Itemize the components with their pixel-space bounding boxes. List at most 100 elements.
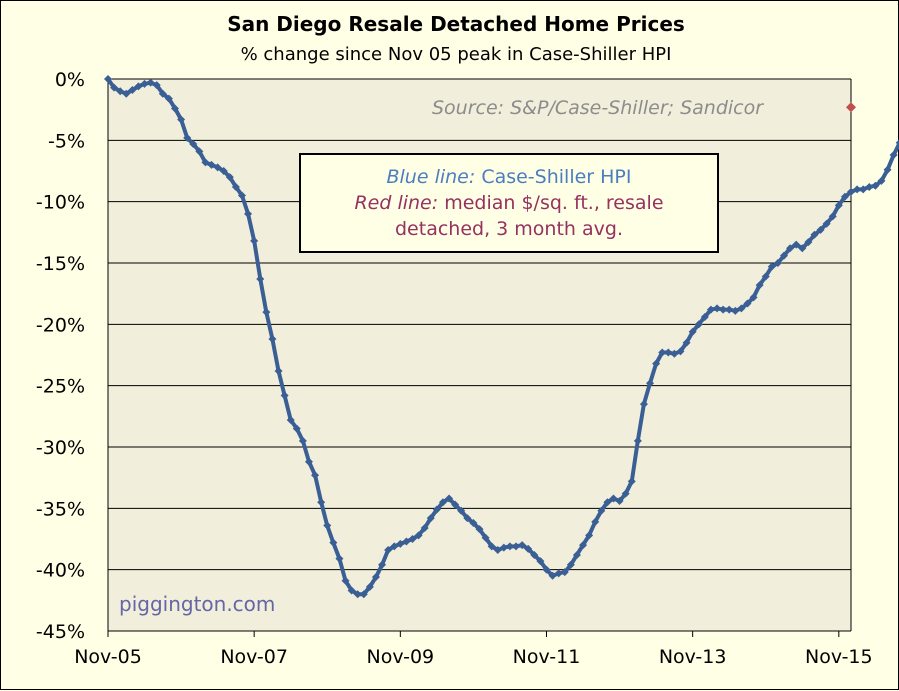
legend-red-text-2: detached, 3 month avg. bbox=[395, 218, 623, 240]
data-point-case-shiller bbox=[414, 531, 423, 540]
watermark: piggington.com bbox=[119, 592, 275, 616]
legend-red-text: median $/sq. ft., resale bbox=[444, 192, 664, 214]
data-point-case-shiller bbox=[432, 505, 441, 514]
data-point-case-shiller bbox=[451, 500, 460, 509]
data-point-case-shiller bbox=[493, 546, 502, 555]
data-point-case-shiller bbox=[219, 167, 228, 175]
legend-blue-text: Case-Shiller HPI bbox=[481, 166, 632, 188]
x-tick-label: Nov-07 bbox=[220, 646, 288, 668]
data-point-case-shiller bbox=[694, 320, 703, 329]
data-point-case-shiller bbox=[408, 535, 417, 543]
data-point-case-shiller bbox=[865, 182, 874, 191]
x-axis-ticks: Nov-05 Nov-07 Nov-09 Nov-11 Nov-13 Nov-15 bbox=[74, 631, 873, 668]
data-point-case-shiller bbox=[548, 571, 557, 580]
data-point-case-shiller bbox=[834, 201, 843, 210]
data-point-case-shiller bbox=[725, 305, 734, 314]
data-point-case-shiller bbox=[719, 305, 728, 314]
data-point-case-shiller bbox=[780, 251, 789, 260]
data-point-case-shiller bbox=[298, 436, 307, 445]
data-point-case-shiller bbox=[304, 457, 313, 466]
data-point-case-shiller bbox=[207, 160, 216, 169]
data-point-case-shiller bbox=[505, 542, 514, 551]
x-tick-label: Nov-13 bbox=[659, 646, 727, 668]
y-tick-label: -20% bbox=[36, 314, 85, 336]
data-point-case-shiller bbox=[146, 78, 155, 87]
data-point-case-shiller bbox=[615, 496, 624, 505]
y-tick-label: -30% bbox=[36, 437, 85, 459]
data-point-case-shiller bbox=[384, 546, 393, 555]
data-point-case-shiller bbox=[579, 541, 588, 550]
data-point-case-shiller bbox=[128, 86, 137, 95]
data-point-case-shiller bbox=[116, 87, 125, 96]
data-point-case-shiller bbox=[189, 140, 198, 149]
data-point-case-shiller bbox=[700, 312, 709, 321]
data-point-case-shiller bbox=[152, 81, 161, 90]
data-point-case-shiller bbox=[457, 506, 466, 515]
data-point-case-shiller bbox=[767, 262, 776, 271]
data-point-case-shiller bbox=[761, 272, 770, 281]
y-tick-label: -40% bbox=[36, 560, 85, 582]
legend-red-row: Red line: median $/sq. ft., resale bbox=[301, 190, 717, 216]
data-point-case-shiller bbox=[859, 185, 868, 194]
data-point-case-shiller bbox=[786, 244, 795, 253]
data-point-case-shiller bbox=[104, 75, 112, 83]
data-point-case-shiller bbox=[244, 209, 253, 218]
data-point-case-shiller bbox=[311, 471, 320, 480]
data-point-case-shiller bbox=[110, 83, 119, 92]
chart-subtitle: % change since Nov 05 peak in Case-Shill… bbox=[241, 44, 672, 65]
data-point-case-shiller bbox=[585, 531, 594, 540]
data-point-case-shiller bbox=[542, 565, 551, 574]
y-tick-label: -5% bbox=[48, 130, 85, 152]
y-axis-ticks: 0% -5% -10% -15% -20% -25% -30% -35% -40% -45% bbox=[36, 69, 85, 643]
data-point-case-shiller bbox=[646, 379, 655, 388]
data-point-case-shiller bbox=[177, 115, 186, 124]
data-point-case-shiller bbox=[353, 590, 362, 599]
data-point-case-shiller bbox=[566, 560, 575, 569]
legend-red-row-2: detached, 3 month avg. bbox=[301, 216, 717, 242]
data-point-median-sqft bbox=[846, 102, 856, 113]
data-point-case-shiller bbox=[682, 338, 691, 347]
data-point-case-shiller bbox=[335, 554, 344, 563]
data-point-case-shiller bbox=[286, 416, 295, 425]
x-tick-label: Nov-15 bbox=[805, 646, 873, 668]
data-point-case-shiller bbox=[359, 590, 368, 599]
data-point-case-shiller bbox=[329, 538, 338, 547]
data-point-case-shiller bbox=[164, 94, 173, 103]
data-point-case-shiller bbox=[250, 236, 259, 245]
data-point-case-shiller bbox=[560, 568, 569, 577]
legend-blue-row: Blue line: Case-Shiller HPI bbox=[301, 164, 717, 190]
data-point-case-shiller bbox=[122, 89, 131, 98]
data-point-case-shiller bbox=[871, 181, 880, 190]
data-point-case-shiller bbox=[438, 498, 447, 507]
data-point-case-shiller bbox=[597, 506, 606, 515]
data-point-case-shiller bbox=[731, 306, 740, 315]
data-point-case-shiller bbox=[737, 304, 746, 313]
data-point-case-shiller bbox=[341, 576, 350, 585]
data-point-case-shiller bbox=[572, 550, 581, 559]
data-point-case-shiller bbox=[621, 489, 630, 498]
data-point-case-shiller bbox=[201, 158, 210, 167]
data-point-case-shiller bbox=[676, 347, 685, 356]
data-point-case-shiller bbox=[262, 308, 271, 317]
data-point-case-shiller bbox=[743, 299, 752, 308]
y-tick-label: -35% bbox=[36, 498, 85, 520]
data-point-case-shiller bbox=[481, 533, 490, 542]
data-point-case-shiller bbox=[688, 327, 697, 336]
data-point-case-shiller bbox=[591, 517, 600, 526]
data-point-case-shiller bbox=[853, 185, 862, 194]
data-point-case-shiller bbox=[280, 391, 289, 400]
data-point-case-shiller bbox=[810, 230, 819, 239]
data-point-case-shiller bbox=[445, 494, 454, 503]
chart-title: San Diego Resale Detached Home Prices bbox=[227, 12, 685, 36]
data-point-case-shiller bbox=[652, 359, 661, 368]
data-point-case-shiller bbox=[639, 400, 648, 409]
data-point-case-shiller bbox=[402, 537, 411, 546]
data-point-case-shiller bbox=[158, 89, 167, 98]
data-point-case-shiller bbox=[804, 238, 813, 247]
data-point-case-shiller bbox=[658, 348, 667, 357]
x-tick-label: Nov-05 bbox=[74, 646, 142, 668]
data-point-case-shiller bbox=[390, 542, 399, 551]
data-point-case-shiller bbox=[822, 219, 831, 228]
data-point-case-shiller bbox=[755, 281, 764, 290]
